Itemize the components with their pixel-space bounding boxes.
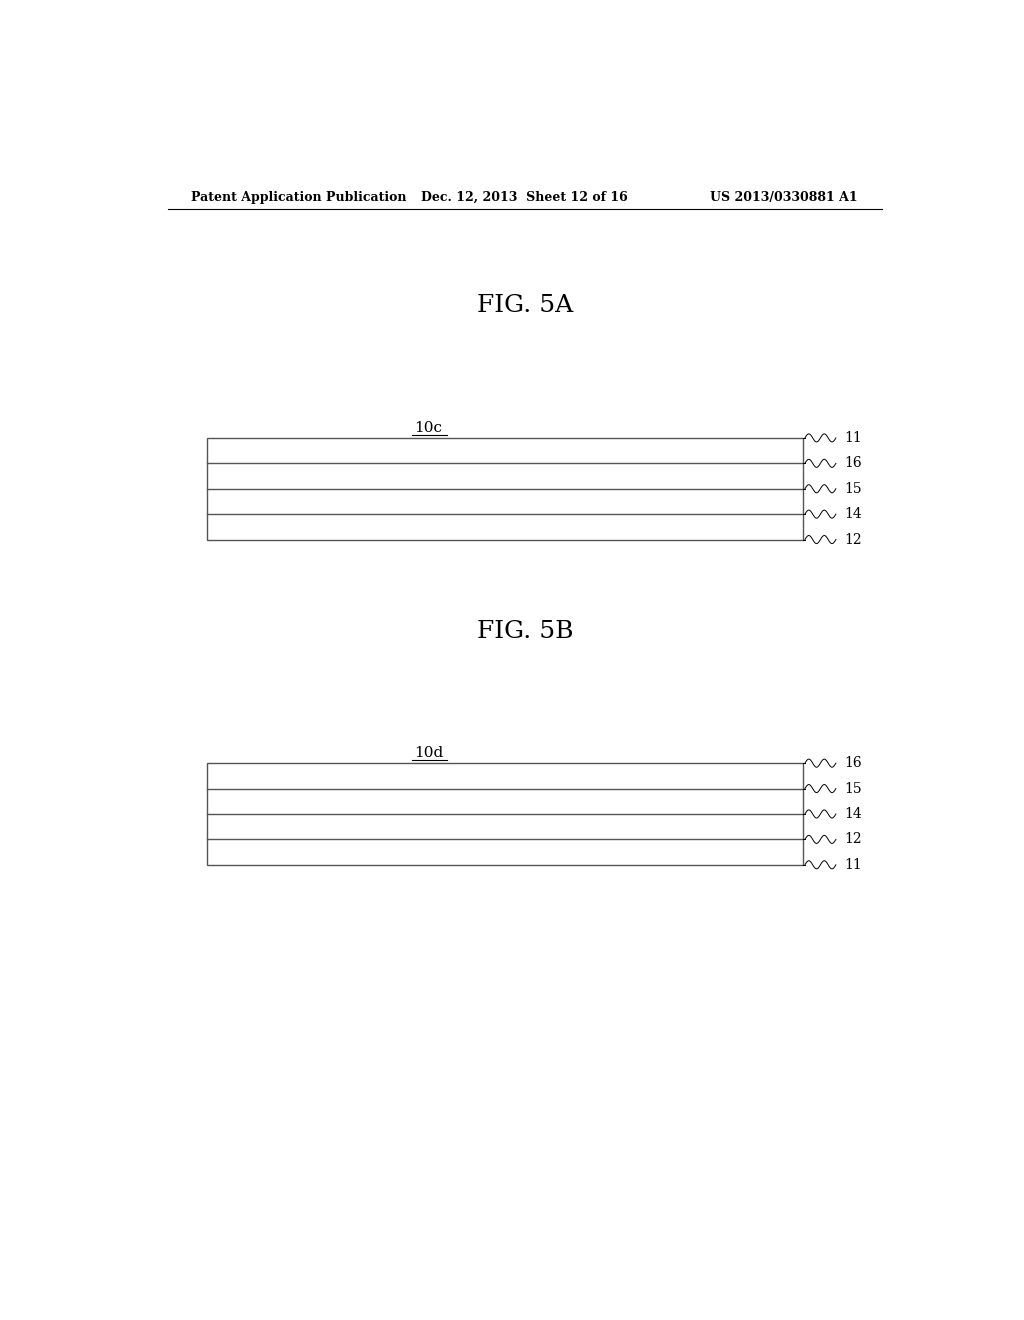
Text: Dec. 12, 2013  Sheet 12 of 16: Dec. 12, 2013 Sheet 12 of 16 [422, 190, 628, 203]
Text: 16: 16 [844, 756, 861, 770]
Text: 15: 15 [844, 781, 861, 796]
Text: 12: 12 [844, 532, 861, 546]
Text: FIG. 5B: FIG. 5B [476, 619, 573, 643]
Bar [207, 438, 803, 540]
Text: 10c: 10c [414, 421, 441, 434]
Text: 15: 15 [844, 482, 861, 496]
Text: Patent Application Publication: Patent Application Publication [191, 190, 407, 203]
Text: 11: 11 [844, 430, 861, 445]
Text: 14: 14 [844, 507, 861, 521]
Text: 14: 14 [844, 807, 861, 821]
Text: 16: 16 [844, 457, 861, 470]
Text: 10d: 10d [414, 746, 443, 760]
Bar [207, 763, 803, 865]
Text: 11: 11 [844, 858, 861, 871]
Text: US 2013/0330881 A1: US 2013/0330881 A1 [711, 190, 858, 203]
Text: FIG. 5A: FIG. 5A [477, 294, 572, 317]
Text: 12: 12 [844, 833, 861, 846]
